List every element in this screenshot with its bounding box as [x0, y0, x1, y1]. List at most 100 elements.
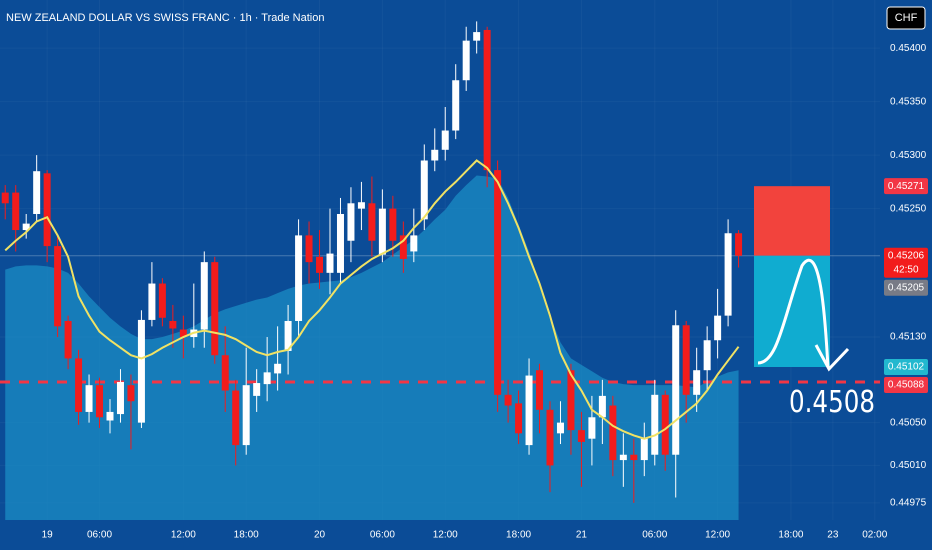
x-tick-label: 06:00: [87, 530, 112, 541]
candle-body: [127, 385, 135, 402]
candle-body: [253, 383, 261, 396]
candle-body: [22, 223, 30, 231]
candle-body: [242, 385, 250, 446]
candle-body: [295, 235, 303, 321]
candle-body: [33, 171, 41, 214]
candle-body: [389, 208, 397, 241]
candle-body: [431, 149, 439, 161]
candle-body: [211, 262, 219, 356]
x-tick-label: 19: [42, 530, 54, 541]
x-tick-label: 20: [314, 530, 326, 541]
candle-body: [137, 319, 145, 423]
candle-body: [525, 375, 533, 446]
price-badge: [884, 376, 928, 393]
candle-body: [106, 411, 114, 421]
y-tick-label: 0.44975: [890, 498, 927, 509]
candle-body: [588, 417, 596, 439]
candle-body: [735, 233, 743, 256]
candle-body: [714, 315, 722, 341]
candle-body: [640, 438, 648, 461]
candle-body: [462, 40, 470, 81]
candle-body: [703, 340, 711, 371]
plot-area: 0.4508: [0, 21, 880, 520]
price-badge-label: 0.45206: [888, 250, 925, 261]
candle-body: [441, 130, 449, 150]
candle-body: [619, 454, 627, 461]
area: [5, 175, 739, 520]
candle-body: [336, 213, 344, 273]
price-badge: [884, 247, 928, 278]
candle-body: [85, 385, 93, 412]
candle-body: [577, 430, 585, 442]
price-badge: [884, 358, 928, 375]
candle-body: [483, 29, 491, 171]
candle-body: [368, 203, 376, 241]
countdown-label: 42:50: [893, 264, 918, 275]
x-tick-label: 18:00: [234, 530, 259, 541]
currency-box[interactable]: [886, 6, 926, 30]
candle-body: [96, 385, 104, 418]
candle-body: [724, 233, 732, 316]
y-tick-label: 0.45130: [890, 332, 927, 343]
candle-body: [148, 283, 156, 320]
candle-body: [284, 320, 292, 351]
candle-body: [609, 405, 617, 461]
x-tick-label: 06:00: [370, 530, 395, 541]
price-badge-label: 0.45102: [888, 362, 925, 373]
x-tick-label: 18:00: [778, 530, 803, 541]
candle-body: [693, 370, 701, 395]
x-tick-label: 12:00: [171, 530, 196, 541]
y-tick-label: 0.45400: [890, 43, 927, 54]
price-badge: [884, 178, 928, 195]
candle-body: [452, 80, 460, 131]
y-tick-label: 0.45010: [890, 460, 927, 471]
candle-body: [326, 253, 334, 273]
annotation: 0.4508: [789, 386, 875, 420]
stop-zone: [754, 186, 830, 256]
candle-body: [494, 170, 502, 395]
price-badge: [884, 279, 928, 296]
candle-body: [347, 203, 355, 241]
x-tick-label: 06:00: [642, 530, 667, 541]
candle-body: [64, 320, 72, 359]
y-tick-label: 0.45350: [890, 96, 927, 107]
candle-body: [661, 394, 669, 455]
candle-body: [357, 202, 365, 209]
candle-body: [536, 370, 544, 410]
x-tick-label: 21: [576, 530, 588, 541]
currency-label[interactable]: CHF: [895, 12, 918, 24]
candle-body: [75, 358, 83, 412]
x-tick-label: 18:00: [506, 530, 531, 541]
y-tick-label: 0.45250: [890, 203, 927, 214]
candle-body: [179, 329, 187, 338]
candle-body: [158, 283, 166, 318]
candle-body: [567, 370, 575, 431]
candle-body: [420, 160, 428, 220]
candle-body: [232, 390, 240, 446]
price-badge-label: 0.45088: [888, 380, 925, 391]
candle-body: [410, 235, 418, 252]
candle-body: [316, 256, 324, 273]
candle-body: [546, 409, 554, 466]
x-tick-label: 12:00: [433, 530, 458, 541]
candle-body: [274, 363, 282, 374]
x-tick-label: 23: [827, 530, 839, 541]
candle-body: [43, 173, 51, 247]
candle-body: [630, 454, 638, 461]
candle-body: [651, 394, 659, 455]
candle-body: [305, 235, 313, 263]
y-tick-label: 0.45300: [890, 150, 927, 161]
x-tick-label: 02:00: [862, 530, 887, 541]
y-tick-label: 0.45050: [890, 417, 927, 428]
candle-body: [378, 208, 386, 255]
candle-body: [54, 246, 62, 327]
price-badge-label: 0.45271: [888, 181, 925, 192]
candle-body: [504, 394, 512, 406]
projection-arrowhead: [814, 344, 850, 372]
candle-body: [473, 32, 481, 41]
price-badge-label: 0.45205: [888, 282, 925, 293]
candle-body: [263, 372, 271, 385]
candle-body: [598, 395, 606, 418]
chart-title: NEW ZEALAND DOLLAR VS SWISS FRANC · 1h ·…: [6, 12, 324, 24]
